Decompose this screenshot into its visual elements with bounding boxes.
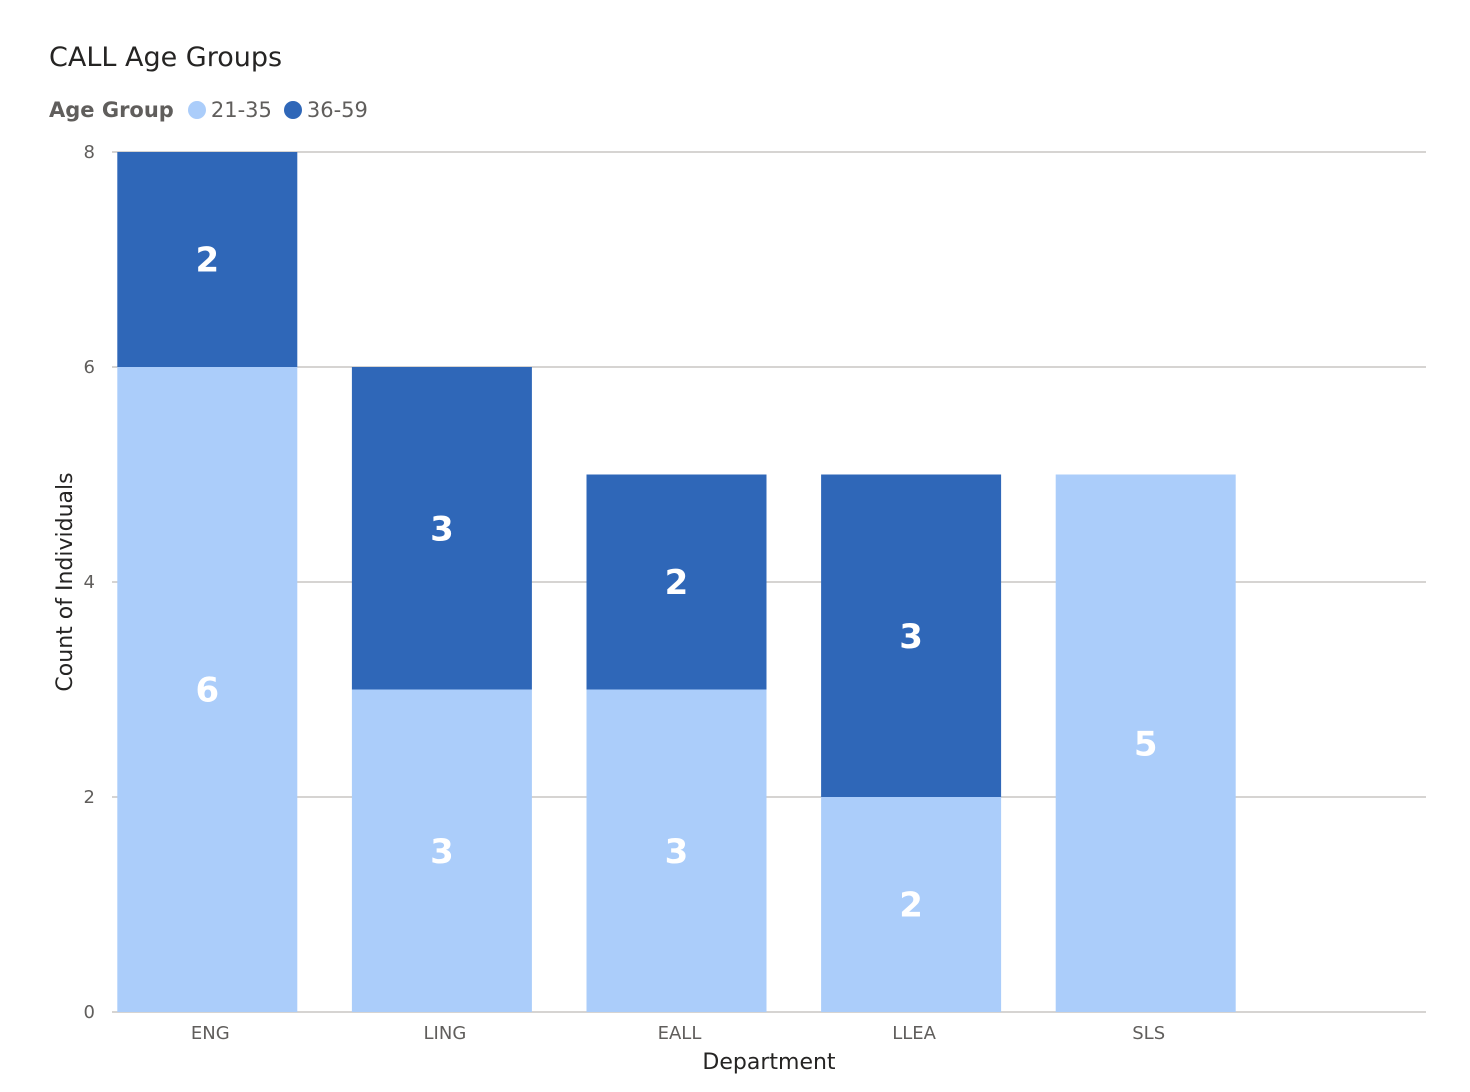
bar-eng-series-1[interactable] [117, 367, 298, 1012]
legend: Age Group 21-35 36-59 [49, 94, 380, 126]
legend-swatch-series-2 [283, 101, 302, 119]
bar-llea-series-2[interactable] [821, 474, 1002, 798]
data-label-sls-series-1: 5 [1134, 724, 1158, 764]
x-tick-label-eall: EALL [658, 1023, 702, 1044]
bar-eng-series-2[interactable] [117, 152, 298, 367]
legend-swatch-series-1 [187, 101, 206, 119]
data-label-eall-series-1: 3 [665, 832, 689, 872]
y-tick-label-1: 2 [84, 787, 95, 808]
bar-ling-series-2[interactable] [351, 367, 532, 690]
bar-eall-series-1[interactable] [586, 689, 767, 1013]
chart-title: CALL Age Groups [49, 42, 283, 73]
data-label-llea-series-1: 2 [899, 886, 923, 926]
data-label-llea-series-2: 3 [899, 617, 923, 657]
x-tick-label-sls: SLS [1132, 1023, 1165, 1044]
data-label-ling-series-2: 3 [430, 509, 454, 549]
data-label-eng-series-1: 6 [195, 671, 219, 711]
bar-llea-series-1[interactable] [821, 797, 1002, 1012]
legend-item-series-1[interactable]: 21-35 [187, 98, 272, 122]
data-labels: 6 2 3 3 3 2 2 3 5 [195, 241, 1157, 926]
legend-label-series-2: 36-59 [306, 98, 368, 122]
bar-ling-series-1[interactable] [351, 689, 532, 1013]
data-label-eall-series-2: 2 [665, 563, 689, 603]
y-axis-title: Count of Individuals [53, 472, 78, 691]
legend-label-series-1: 21-35 [210, 98, 272, 122]
legend-item-series-2[interactable]: 36-59 [283, 98, 368, 122]
legend-title: Age Group [49, 98, 174, 122]
bar-sls-series-1[interactable] [1055, 474, 1236, 1013]
data-label-ling-series-1: 3 [430, 832, 454, 872]
y-tick-label-2: 4 [84, 572, 95, 593]
x-axis-title: Department [702, 1050, 836, 1075]
y-tick-label-0: 0 [84, 1002, 95, 1023]
x-tick-label-llea: LLEA [892, 1023, 936, 1044]
bar-eall-series-2[interactable] [586, 474, 767, 690]
axes: 0 2 4 6 8 ENG LING EALL LLEA SLS [84, 142, 1166, 1044]
x-tick-label-ling: LING [424, 1023, 467, 1044]
bars [117, 152, 1236, 1013]
data-label-eng-series-2: 2 [195, 241, 219, 281]
y-tick-label-3: 6 [84, 357, 95, 378]
x-tick-label-eng: ENG [191, 1023, 230, 1044]
y-tick-label-4: 8 [84, 142, 95, 163]
